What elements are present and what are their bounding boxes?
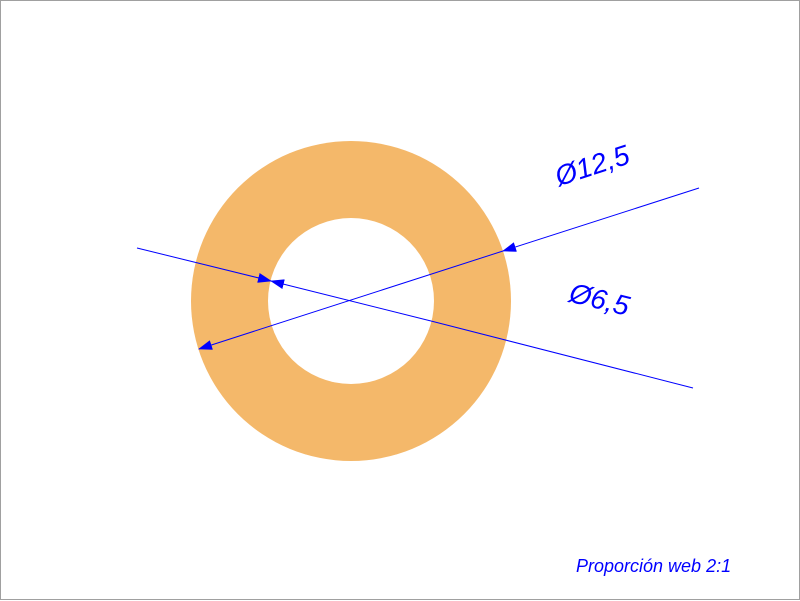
outer-dim-leader-right — [503, 188, 699, 251]
outer-diameter-label: Ø12,5 — [551, 139, 633, 193]
ring-inner — [268, 218, 434, 384]
diagram-canvas: Ø12,5 Ø6,5 Proporción web 2:1 — [0, 0, 800, 600]
inner-diameter-label: Ø6,5 — [566, 277, 633, 323]
scale-footer: Proporción web 2:1 — [576, 556, 731, 577]
